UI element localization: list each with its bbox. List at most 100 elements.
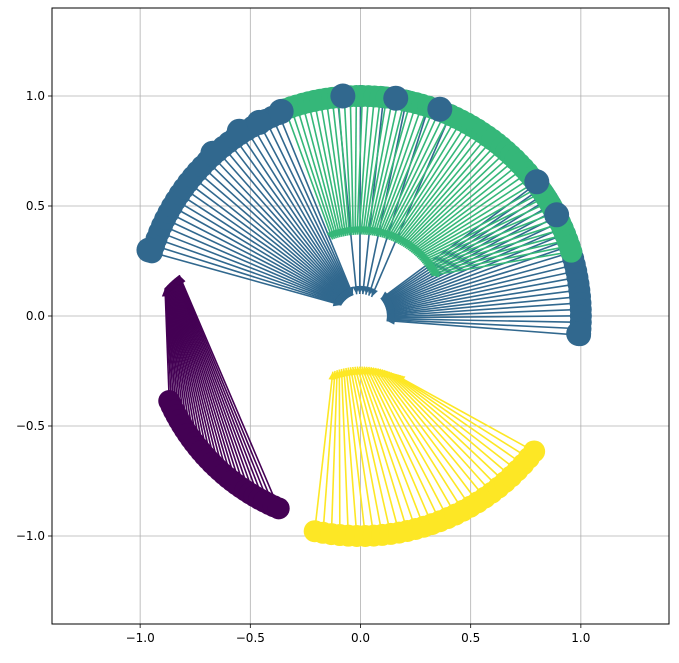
arrow-shaft (412, 172, 529, 254)
arrow-shaft (170, 281, 209, 460)
arrow-shaft (151, 251, 342, 306)
arrow-shaft (386, 263, 575, 312)
arrow-shaft (392, 372, 524, 466)
arrow-shaft (307, 102, 341, 238)
arrow-shaft (161, 224, 343, 304)
x-tick-label: −1.0 (126, 631, 155, 645)
data-point-highlight (136, 237, 162, 263)
arrow-shaft (367, 366, 449, 519)
arrow-shaft (168, 283, 199, 448)
arrow-head (386, 317, 395, 325)
arrow-shaft (175, 277, 251, 494)
data-point-highlight (566, 321, 592, 347)
arrow-shaft (179, 193, 345, 302)
arrow-shaft (177, 275, 275, 507)
arrow-shaft (400, 142, 498, 247)
arrow-shaft (358, 96, 370, 235)
y-tick-label: −0.5 (16, 419, 45, 433)
arrow-shaft (325, 98, 347, 237)
arrow-shaft (258, 122, 353, 297)
y-tick-label: 1.0 (26, 89, 45, 103)
arrow-shaft (338, 369, 341, 536)
arrow-shaft (153, 244, 342, 306)
arrow-shaft (264, 119, 353, 297)
arrow-shaft (420, 201, 550, 263)
arrow-shaft (429, 245, 570, 275)
arrow-shaft (397, 135, 489, 245)
data-point-highlight (330, 83, 356, 109)
arrow-shaft (222, 146, 350, 299)
arrow-head (431, 270, 440, 278)
arrow-head (396, 375, 406, 383)
data-point-highlight (268, 98, 294, 124)
arrow-shaft (171, 280, 221, 471)
arrow-shaft (201, 165, 348, 300)
arrow-shaft (415, 181, 536, 257)
arrow-shaft (402, 146, 503, 248)
arrow-shaft (387, 371, 512, 478)
arrow-shaft (174, 277, 247, 491)
arrow-shaft (382, 198, 548, 302)
arrow-head (179, 275, 186, 284)
arrow-shaft (354, 366, 400, 533)
arrow-shaft (192, 176, 347, 301)
arrow-shaft (428, 239, 568, 273)
data-point-highlight (246, 109, 272, 135)
arrow-shaft (386, 302, 581, 317)
arrow-shaft (375, 104, 423, 237)
data-layer (136, 83, 592, 547)
arrow-shaft (175, 276, 256, 497)
arrow-shaft (295, 105, 338, 239)
arrow-shaft (371, 101, 412, 236)
arrow-shaft (164, 218, 344, 304)
arrow-shaft (313, 100, 343, 237)
arrow-shaft (356, 366, 409, 532)
arrow-shaft (340, 368, 350, 536)
arrow-shaft (386, 270, 577, 313)
arrow-shaft (386, 315, 581, 319)
arrow-shaft (217, 150, 349, 299)
arrow-shaft (319, 99, 345, 237)
arrow-shaft (372, 367, 464, 512)
arrow-shaft (349, 96, 355, 235)
arrow-shaft (178, 274, 280, 509)
arrow-shaft (331, 97, 349, 236)
y-tick-label: −1.0 (16, 529, 45, 543)
arrow-shaft (167, 284, 192, 439)
x-tick-label: 1.0 (571, 631, 590, 645)
arrow-shaft (176, 276, 260, 500)
arrow-shaft (365, 366, 441, 522)
arrow-shaft (252, 126, 352, 297)
arrow-shaft (313, 371, 334, 532)
arrow-shaft (349, 367, 384, 536)
arrow-shaft (363, 366, 433, 525)
arrow-shaft (430, 250, 572, 277)
y-tick-label: 0.0 (26, 309, 45, 323)
arrow-shaft (393, 128, 478, 243)
arrow-shaft (278, 113, 354, 296)
arrow-shaft (385, 239, 568, 308)
arrow-shaft (410, 167, 525, 253)
arrow-shaft (386, 308, 581, 318)
arrow-shaft (386, 319, 581, 336)
x-tick-label: −0.5 (236, 631, 265, 645)
arrow-shaft (381, 110, 441, 238)
arrow-shaft (183, 187, 346, 302)
arrow-shaft (386, 318, 581, 330)
arrow-shaft (322, 370, 336, 533)
arrow-shaft (407, 158, 516, 251)
arrow-shaft (356, 95, 364, 235)
arrow-shaft (384, 227, 563, 306)
arrow-shaft (384, 114, 452, 239)
arrow-shaft (172, 280, 225, 475)
arrow-shaft (364, 97, 388, 235)
x-tick-label: 0.0 (351, 631, 370, 645)
arrow-shaft (345, 367, 367, 537)
arrow-shaft (419, 196, 547, 261)
arrow-shaft (187, 181, 346, 301)
arrow-shaft (386, 117, 457, 240)
arrow-shaft (228, 141, 350, 298)
data-point-highlight (524, 169, 550, 195)
